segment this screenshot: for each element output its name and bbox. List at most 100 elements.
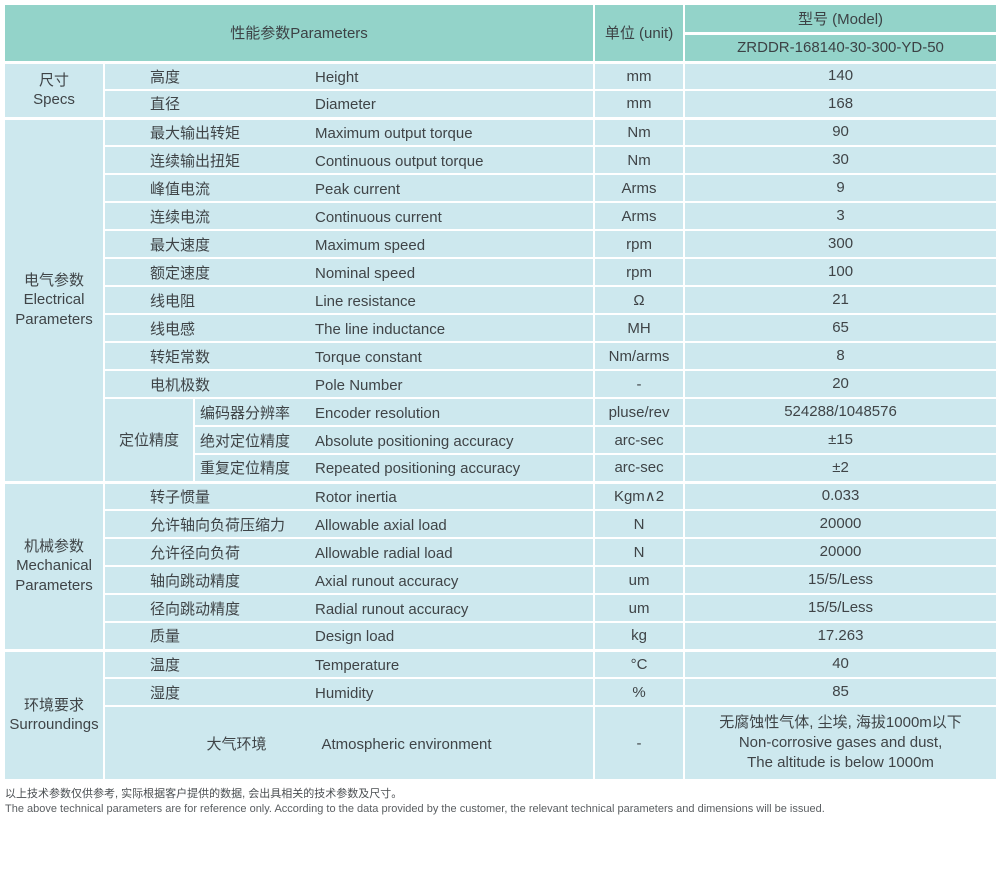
- value-cell: 524288/1048576: [683, 397, 999, 427]
- unit-cell: Ω: [593, 285, 686, 315]
- param-label: 额定速度 Nominal speed: [102, 257, 596, 287]
- unit-cell: mm: [593, 61, 686, 91]
- group-label-en: Mechanical Parameters: [15, 557, 93, 594]
- param-label-en: Absolute positioning accuracy: [315, 432, 514, 450]
- value-cell: 85: [683, 677, 999, 707]
- param-label-en: Allowable radial load: [315, 544, 453, 562]
- unit-cell: kg: [593, 621, 686, 651]
- param-label-en: Atmospheric environment: [321, 735, 492, 753]
- value-cell: 20000: [683, 537, 999, 567]
- value-cell: 0.033: [683, 480, 999, 511]
- param-label: 轴向跳动精度 Axial runout accuracy: [102, 565, 596, 595]
- param-label: 径向跳动精度 Radial runout accuracy: [102, 593, 596, 623]
- param-label-en: The line inductance: [315, 320, 446, 338]
- param-label: 允许径向负荷 Allowable radial load: [102, 537, 596, 567]
- table-row: 连续输出扭矩 Continuous output torque Nm 30: [4, 145, 999, 175]
- param-label-en: Design load: [315, 628, 395, 646]
- param-label: 线电阻 Line resistance: [102, 285, 596, 315]
- value-cell: 20: [683, 369, 999, 399]
- param-label: 线电感 The line inductance: [102, 313, 596, 343]
- param-label-en: Continuous output torque: [315, 152, 484, 170]
- param-label-en: Diameter: [315, 96, 376, 114]
- unit-cell: MH: [593, 313, 686, 343]
- group-label-cn: 尺寸: [38, 71, 69, 89]
- value-cell: 300: [683, 229, 999, 259]
- unit-cell: um: [593, 593, 686, 623]
- value-cell: 140: [683, 61, 999, 91]
- table-row: 环境要求 Surroundings 温度 Temperature °C 40: [3, 648, 999, 781]
- unit-cell: -: [593, 369, 686, 399]
- param-label-cn: 大气环境: [206, 735, 267, 753]
- unit-cell: %: [593, 677, 686, 707]
- group-label-cn: 电气参数: [23, 271, 84, 289]
- param-label-en: Maximum output torque: [315, 124, 473, 142]
- param-label-cn: 最大输出转矩: [150, 124, 241, 142]
- footnote-cn: 以上技术参数仅供参考, 实际根据客户提供的数据, 会出具相关的技术参数及尺寸。: [5, 788, 403, 800]
- param-label-en: Nominal speed: [315, 264, 416, 282]
- table-row: 电机极数 Pole Number -20: [4, 369, 999, 399]
- param-label-en: Rotor inertia: [315, 488, 397, 506]
- group-cell-mechanical: 机械参数 Mechanical Parameters: [3, 480, 105, 651]
- table-row: 轴向跳动精度 Axial runout accuracy um 15/5/Less: [4, 565, 999, 595]
- param-label-en: Pole Number: [315, 376, 403, 394]
- value-cell: ±15: [683, 425, 999, 455]
- unit-cell: mm: [593, 89, 686, 119]
- spec-table: 性能参数Parameters 单位 (unit) 型号 (Model) ZRDD…: [2, 3, 999, 781]
- param-label-en: Temperature: [315, 656, 400, 674]
- param-label-cn: 质量: [150, 628, 181, 646]
- param-label-cn: 电机极数: [150, 376, 211, 394]
- param-label-cn: 线电感: [150, 320, 196, 338]
- param-label-en: Encoder resolution: [315, 404, 441, 422]
- param-label-cn: 高度: [150, 68, 181, 86]
- param-label-en: Continuous current: [315, 208, 442, 226]
- param-label-cn: 湿度: [150, 684, 181, 702]
- table-row: 最大速度 Maximum speed rpm 300: [4, 229, 999, 259]
- table-row: 线电感 The line inductance MH 65: [4, 313, 999, 343]
- value-cell: 15/5/Less: [683, 565, 999, 595]
- unit-cell: Nm: [593, 145, 686, 175]
- unit-cell: Arms: [593, 173, 686, 203]
- param-label: 直径 Diameter: [102, 89, 596, 119]
- param-label-cn: 峰值电流: [150, 180, 211, 198]
- param-label: 电机极数 Pole Number: [102, 369, 596, 399]
- header-parameters-label: 性能参数Parameters: [2, 3, 596, 64]
- spec-sheet-page: 性能参数Parameters 单位 (unit) 型号 (Model) ZRDD…: [2, 3, 999, 817]
- param-label-en: Maximum speed: [315, 236, 426, 254]
- value-cell: 无腐蚀性气体, 尘埃, 海拔1000m以下 Non-corrosive gase…: [683, 705, 999, 781]
- table-row: 尺寸 Specs 高度 Height mm 140: [3, 61, 999, 119]
- value-cell: 40: [683, 648, 999, 679]
- param-label-cn: 径向跳动精度: [150, 600, 241, 618]
- value-cell: ±2: [683, 453, 999, 483]
- footnotes: 以上技术参数仅供参考, 实际根据客户提供的数据, 会出具相关的技术参数及尺寸。 …: [3, 781, 996, 817]
- param-label-cn: 线电阻: [150, 292, 196, 310]
- table-row: 允许轴向负荷压缩力 Allowable axial load N 20000: [4, 509, 999, 539]
- param-label: 湿度 Humidity: [102, 677, 596, 707]
- group-cell-surroundings: 环境要求 Surroundings: [3, 648, 105, 781]
- table-row: 线电阻 Line resistance Ω 21: [4, 285, 999, 315]
- value-cell: 3: [683, 201, 999, 231]
- param-label-cn: 转子惯量: [150, 488, 211, 506]
- group-cell-electrical: 电气参数 Electrical Parameters: [3, 116, 105, 483]
- value-cell: 9: [683, 173, 999, 203]
- table-row: 质量 Design load kg 17.263: [4, 621, 999, 651]
- unit-cell: N: [593, 509, 686, 539]
- param-label: 峰值电流 Peak current: [102, 173, 596, 203]
- param-label: 转矩常数 Torque constant: [102, 341, 596, 371]
- param-label-cn: 允许径向负荷: [150, 544, 241, 562]
- param-label-cn: 绝对定位精度: [200, 432, 291, 450]
- param-label-en: Peak current: [315, 180, 401, 198]
- subgroup-label: 定位精度: [103, 397, 195, 483]
- param-label: 最大输出转矩 Maximum output torque: [102, 116, 596, 147]
- param-label-cn: 连续输出扭矩: [150, 152, 241, 170]
- unit-cell: pluse/rev: [593, 397, 686, 427]
- group-cell-specs: 尺寸 Specs: [3, 61, 105, 119]
- group-label-cn: 机械参数: [23, 537, 84, 555]
- unit-cell: arc-sec: [593, 453, 686, 483]
- param-label: 允许轴向负荷压缩力 Allowable axial load: [102, 509, 596, 539]
- value-cell: 168: [683, 89, 999, 119]
- param-label: 编码器分辨率 Encoder resolution: [192, 397, 596, 427]
- param-label-en: Line resistance: [315, 292, 416, 310]
- param-label-cn: 重复定位精度: [200, 460, 291, 478]
- param-label-cn: 轴向跳动精度: [150, 572, 241, 590]
- table-row: 直径 Diameter mm 168: [4, 89, 999, 119]
